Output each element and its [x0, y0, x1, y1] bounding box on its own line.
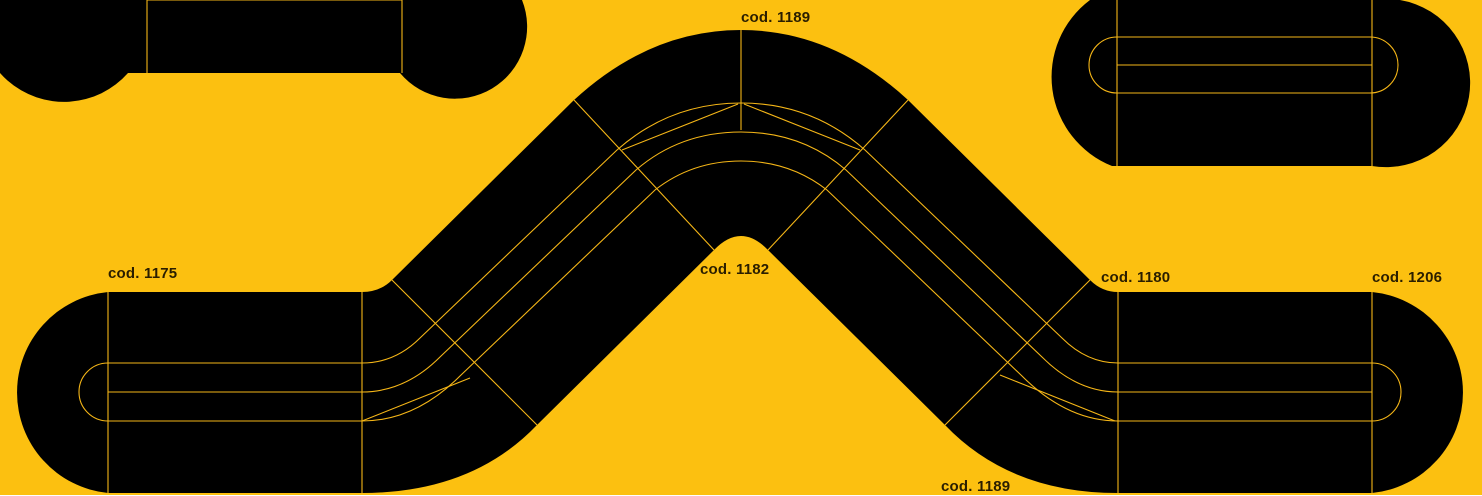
top-right-inner-loop	[1088, 36, 1399, 94]
ghost-line-4	[999, 374, 1116, 422]
middle-rail	[108, 131, 1372, 393]
label-far-right: cod. 1206	[1372, 269, 1443, 286]
curve-joint-line-1	[391, 279, 538, 426]
inner-rail	[108, 160, 1372, 422]
curve-joint-line-5	[944, 279, 1091, 426]
label-top-center: cod. 1189	[741, 9, 811, 26]
ghost-line-1	[361, 377, 471, 422]
curve-joint-line-4	[767, 99, 909, 251]
main-winding-track	[362, 30, 1118, 493]
left-end-cap-loop	[78, 362, 109, 422]
ghost-line-2	[621, 103, 739, 151]
label-right: cod. 1180	[1101, 269, 1171, 286]
top-left-pill-track	[0, 0, 528, 102]
curve-joint-line-2	[573, 99, 715, 251]
ghost-line-3	[743, 103, 861, 151]
top-right-pill-track	[1051, 0, 1471, 168]
label-bottom: cod. 1189	[941, 478, 1011, 495]
label-left: cod. 1175	[108, 265, 178, 282]
label-center: cod. 1182	[700, 261, 770, 278]
right-end-cap-loop	[1371, 362, 1402, 422]
